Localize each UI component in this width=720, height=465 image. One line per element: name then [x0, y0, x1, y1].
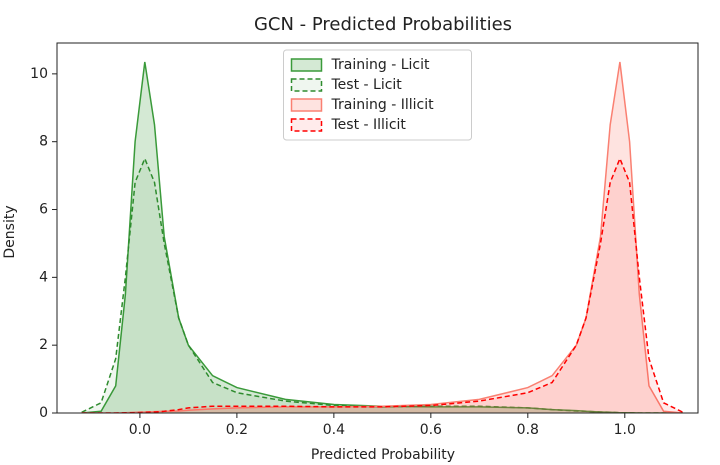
x-tick-label: 0.0: [129, 422, 151, 438]
y-tick-label: 2: [39, 337, 48, 353]
legend-swatch: [290, 58, 323, 72]
legend-label: Test - Licit: [331, 77, 403, 93]
plot-frame: [56, 42, 699, 414]
x-axis-label: Predicted Probability: [311, 447, 455, 463]
x-tick-label: 1.0: [614, 422, 636, 438]
density-area: [81, 158, 683, 413]
density-area: [81, 62, 683, 413]
chart-title: GCN - Predicted Probabilities: [254, 14, 512, 35]
y-tick-label: 0: [39, 405, 48, 421]
x-tick-label: 0.6: [420, 422, 442, 438]
density-line: [81, 156, 684, 413]
y-tick-label: 10: [30, 66, 48, 82]
y-tick-label: 8: [39, 134, 48, 150]
y-tick-label: 4: [39, 269, 48, 285]
x-tick-label: 0.2: [226, 422, 248, 438]
density-area: [81, 158, 683, 413]
y-axis-label: Density: [2, 205, 18, 258]
x-tick-label: 0.8: [517, 422, 539, 438]
density-area: [81, 62, 683, 413]
legend-box: [283, 49, 472, 141]
legend-label: Test - Illicit: [331, 117, 407, 133]
y-tick-label: 6: [39, 202, 48, 218]
x-tick-label: 0.4: [323, 422, 345, 438]
legend-swatch: [290, 118, 323, 132]
legend-label: Training - Licit: [331, 57, 430, 73]
legend-swatch: [290, 78, 323, 92]
legend-label: Training - Illicit: [331, 97, 435, 113]
legend-swatch: [290, 98, 323, 112]
